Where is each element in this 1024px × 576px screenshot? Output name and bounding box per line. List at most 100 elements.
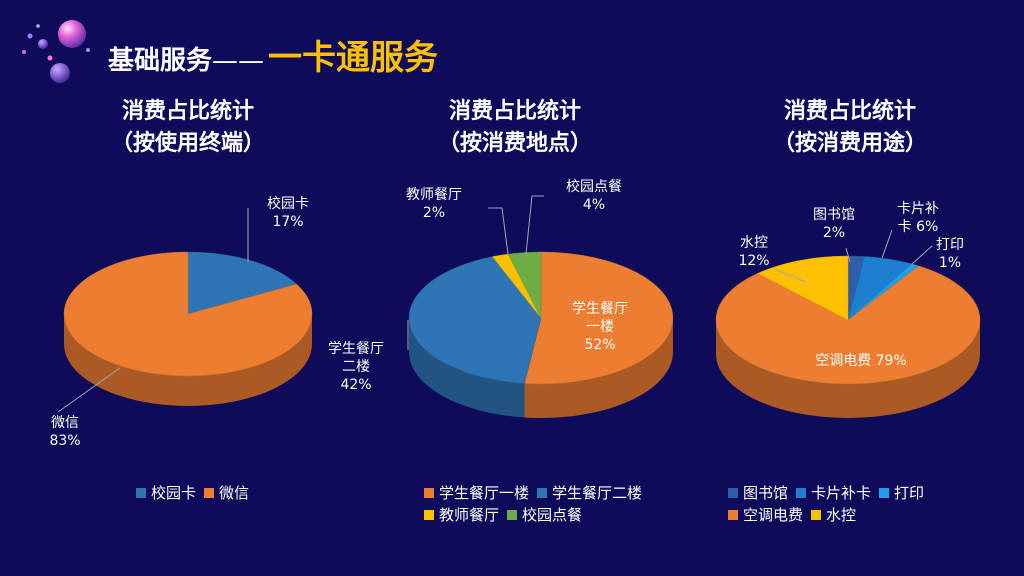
chart-legend-3: 图书馆 卡片补卡 打印空调电费 水控 [728,482,932,526]
chart-title-line: 消费占比统计 [783,99,916,124]
legend-label: 图书馆 [743,484,789,502]
data-label-line: 校园点餐 [566,179,622,195]
pie-slice-空调电费 [715,265,981,385]
data-label-学生餐厅一楼: 学生餐厅 一楼 52% [555,300,645,354]
pie-side-微信 [64,314,312,406]
data-label-line: 1% [938,255,962,271]
pie-side-空调电费 [716,320,980,418]
legend-item: 空调电费 [728,506,803,524]
legend-swatch-icon [507,509,518,520]
data-label-教师餐厅: 教师餐厅 2% [391,186,477,222]
data-label-line: 图书馆 [813,207,855,223]
data-label-打印: 打印 1% [923,236,977,272]
legend-item: 教师餐厅 [424,506,499,524]
legend-item: 卡片补卡 [796,484,871,502]
leader-line [525,195,544,255]
legend-item: 校园点餐 [507,506,582,524]
data-label-line: 打印 [936,237,964,253]
legend-label: 学生餐厅一楼 [439,484,530,502]
legend-item: 学生餐厅一楼 [424,484,529,502]
data-label-line: 微信 [51,415,79,431]
legend-item: 微信 [204,484,249,502]
data-label-line: 空调电费 79% [815,353,907,369]
legend-label: 校园卡 [151,484,197,502]
data-label-line: 12% [738,253,770,269]
legend-swatch-icon [424,509,434,520]
pie-slice-校园点餐 [507,251,542,319]
pie-side-学生餐厅一楼 [524,318,673,419]
legend-row: 教师餐厅 校园点餐 [424,504,650,526]
data-label-卡片补卡: 卡片补卡 6% [883,200,953,236]
data-label-line: 校园卡 [267,196,309,212]
legend-label: 学生餐厅二楼 [552,484,643,502]
pie-slice-微信 [63,251,313,377]
legend-item: 打印 [879,484,924,502]
legend-swatch-icon [136,487,146,498]
data-label-line: 17% [272,214,304,230]
chart-title-line: （按使用终端） [110,131,265,156]
legend-swatch-icon [879,487,890,498]
legend-swatch-icon [728,487,738,498]
legend-item: 图书馆 [728,484,788,502]
chart-legend-2: 学生餐厅一楼 学生餐厅二楼教师餐厅 校园点餐 [424,482,650,526]
legend-row: 空调电费 水控 [728,504,932,526]
data-label-水控: 水控 12% [724,234,784,270]
decorative-bubbles-icon [22,20,90,83]
data-label-line: 4% [582,197,606,213]
data-label-line: 52% [584,337,616,353]
pie-slice-学生餐厅二楼 [408,256,542,384]
legend-label: 卡片补卡 [811,484,872,502]
pie-chart-3 [715,229,981,418]
chart-title-1: 消费占比统计 （按使用终端） [58,96,318,160]
legend-item: 水控 [811,506,856,524]
page-title: 基础服务—— 一卡通服务 [108,30,438,79]
page-title-main: 一卡通服务 [268,38,439,78]
legend-swatch-icon [811,509,822,520]
leader-line [57,367,121,413]
chart-title-line: （按消费地点） [437,131,592,156]
data-label-校园卡: 校园卡 17% [248,195,328,231]
data-label-line: 83% [49,433,81,449]
legend-swatch-icon [204,487,215,498]
legend-row: 学生餐厅一楼 学生餐厅二楼 [424,482,650,504]
pie-slice-校园卡 [187,251,298,315]
legend-label: 水控 [826,506,857,524]
legend-row: 校园卡 微信 [136,482,257,504]
legend-row: 图书馆 卡片补卡 打印 [728,482,932,504]
leader-line [881,229,893,259]
legend-label: 空调电费 [743,506,804,524]
legend-swatch-icon [796,487,807,498]
page-title-base: 基础服务 [108,46,213,76]
data-label-line: 卡片补 [897,201,939,217]
data-label-line: 二楼 [342,359,370,375]
chart-title-2: 消费占比统计 （按消费地点） [385,96,645,160]
data-label-line: 42% [340,377,372,393]
pie-chart-2 [407,195,674,419]
pie-side-walls [716,320,980,418]
legend-label: 打印 [894,484,925,502]
pie-slice-学生餐厅一楼 [524,251,674,385]
legend-label: 教师餐厅 [439,506,500,524]
legend-swatch-icon [424,487,434,498]
data-label-学生餐厅二楼: 学生餐厅二楼 42% [314,340,398,394]
page-title-dash: —— [212,46,265,76]
pie-chart-1 [57,208,313,413]
data-label-line: 2% [422,205,446,221]
data-label-line: 水控 [740,235,768,251]
data-label-图书馆: 图书馆 2% [798,206,870,242]
data-label-line: 学生餐厅 [328,341,384,357]
legend-item: 学生餐厅二楼 [537,484,642,502]
leader-line [775,269,807,283]
data-label-line: 2% [822,225,846,241]
legend-label: 校园点餐 [522,506,583,524]
legend-swatch-icon [537,487,548,498]
leader-line [845,247,851,263]
chart-title-line: 消费占比统计 [448,99,581,124]
leader-line [488,207,509,255]
data-label-line: 学生餐厅 [572,301,628,317]
pie-side-walls [64,314,312,406]
leader-line [911,245,933,265]
chart-title-line: （按消费用途） [772,131,927,156]
data-label-line: 教师餐厅 [406,187,462,203]
